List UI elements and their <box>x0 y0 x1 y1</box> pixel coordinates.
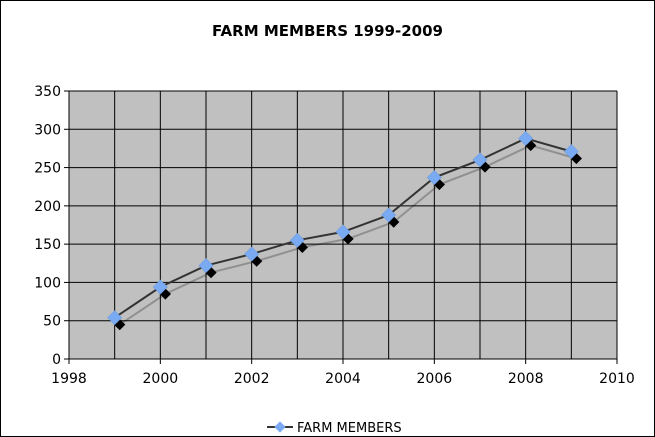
y-tick-label: 0 <box>52 352 61 368</box>
y-axis-ticks: 0 50 100 150 200 250 300 350 <box>34 84 69 368</box>
y-tick-label: 300 <box>34 122 61 138</box>
data-point <box>381 207 397 223</box>
data-point <box>107 310 123 326</box>
x-tick-label: 2004 <box>325 371 361 387</box>
legend-label: FARM MEMBERS <box>297 421 402 436</box>
chart-title: FARM MEMBERS 1999-2009 <box>212 22 443 40</box>
data-point <box>335 224 351 240</box>
x-axis-ticks: 1998 2000 2002 2004 2006 2008 2010 <box>51 359 635 387</box>
y-tick-label: 50 <box>43 314 61 330</box>
x-tick-label: 2008 <box>508 371 544 387</box>
x-tick-label: 2006 <box>417 371 453 387</box>
y-tick-label: 150 <box>34 237 61 253</box>
data-points <box>107 131 579 326</box>
y-tick-label: 250 <box>34 161 61 177</box>
data-point <box>152 279 168 295</box>
y-tick-label: 350 <box>34 84 61 100</box>
data-point <box>426 170 442 185</box>
y-tick-label: 100 <box>34 275 61 291</box>
data-point <box>289 232 305 248</box>
x-tick-label: 2000 <box>143 371 179 387</box>
data-point <box>198 258 214 274</box>
legend-marker-icon <box>274 421 286 433</box>
x-tick-label: 2002 <box>234 371 270 387</box>
data-point <box>244 246 260 262</box>
x-tick-label: 2010 <box>599 371 635 387</box>
x-tick-label: 1998 <box>51 371 87 387</box>
y-tick-label: 200 <box>34 199 61 215</box>
legend: FARM MEMBERS <box>267 421 402 436</box>
data-point <box>563 144 579 159</box>
data-point <box>518 131 534 146</box>
data-point <box>472 152 488 168</box>
